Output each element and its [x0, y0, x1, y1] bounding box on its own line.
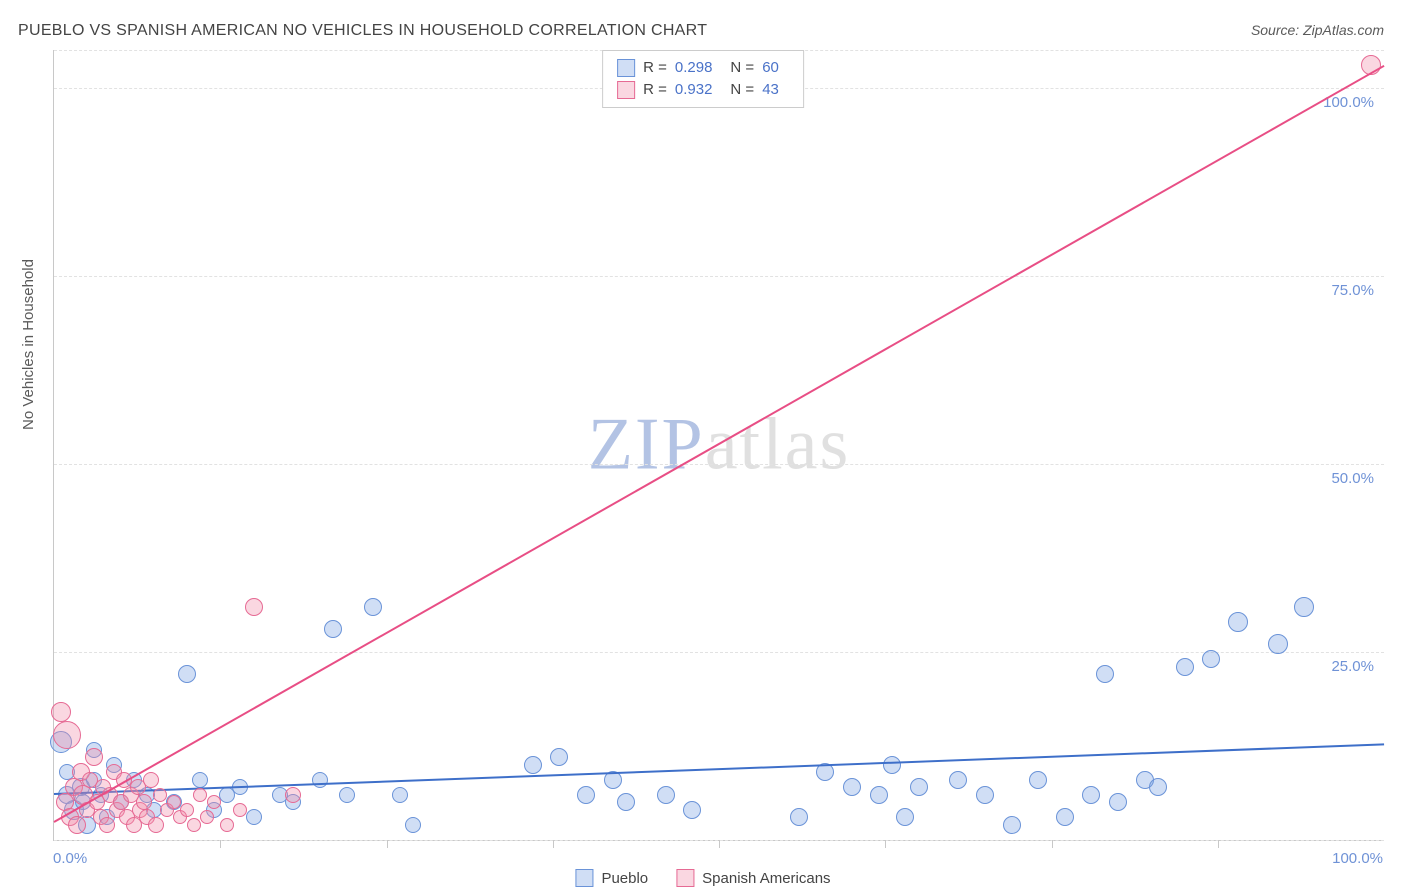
- y-axis-label: No Vehicles in Household: [20, 259, 37, 430]
- plot-area: ZIPatlas 25.0%50.0%75.0%100.0%: [53, 50, 1384, 841]
- scatter-point: [187, 818, 201, 832]
- scatter-point: [910, 778, 928, 796]
- x-tick: [1052, 840, 1053, 848]
- n-value-pueblo: 60: [762, 57, 779, 79]
- scatter-point: [790, 808, 808, 826]
- scatter-point: [143, 772, 159, 788]
- y-tick-label: 25.0%: [1331, 658, 1374, 675]
- scatter-point: [246, 809, 262, 825]
- scatter-point: [233, 803, 247, 817]
- scatter-point: [976, 786, 994, 804]
- swatch-pueblo: [575, 869, 593, 887]
- scatter-point: [1003, 816, 1021, 834]
- x-tick: [220, 840, 221, 848]
- trend-line: [54, 744, 1384, 796]
- scatter-point: [148, 817, 164, 833]
- scatter-point: [949, 771, 967, 789]
- n-value-spanish: 43: [762, 79, 779, 101]
- scatter-point: [1228, 612, 1248, 632]
- chart-container: PUEBLO VS SPANISH AMERICAN NO VEHICLES I…: [0, 0, 1406, 892]
- scatter-point: [51, 702, 71, 722]
- scatter-point: [339, 787, 355, 803]
- x-tick: [1218, 840, 1219, 848]
- scatter-point: [99, 817, 115, 833]
- swatch-spanish: [617, 81, 635, 99]
- watermark-zip: ZIP: [588, 404, 705, 486]
- scatter-point: [1149, 778, 1167, 796]
- scatter-point: [364, 598, 382, 616]
- scatter-point: [405, 817, 421, 833]
- scatter-point: [85, 748, 103, 766]
- n-label: N =: [730, 79, 754, 101]
- scatter-point: [1096, 665, 1114, 683]
- scatter-point: [193, 788, 207, 802]
- watermark-atlas: atlas: [705, 404, 851, 486]
- grid-line: [54, 652, 1384, 653]
- scatter-point: [657, 786, 675, 804]
- x-origin-label: 0.0%: [53, 850, 87, 867]
- scatter-point: [167, 795, 181, 809]
- correlation-legend: R = 0.298 N = 60 R = 0.932 N = 43: [602, 50, 804, 108]
- r-value-spanish: 0.932: [675, 79, 713, 101]
- scatter-point: [870, 786, 888, 804]
- scatter-point: [883, 756, 901, 774]
- chart-title: PUEBLO VS SPANISH AMERICAN NO VEHICLES I…: [18, 22, 707, 40]
- x-tick: [885, 840, 886, 848]
- scatter-point: [312, 772, 328, 788]
- scatter-point: [324, 620, 342, 638]
- x-max-label: 100.0%: [1332, 850, 1383, 867]
- scatter-point: [68, 816, 86, 834]
- scatter-point: [577, 786, 595, 804]
- r-label: R =: [643, 79, 667, 101]
- scatter-point: [245, 598, 263, 616]
- scatter-point: [524, 756, 542, 774]
- legend-row-spanish: R = 0.932 N = 43: [617, 79, 789, 101]
- scatter-point: [207, 795, 221, 809]
- scatter-point: [180, 803, 194, 817]
- scatter-point: [1176, 658, 1194, 676]
- n-label: N =: [730, 57, 754, 79]
- scatter-point: [1268, 634, 1288, 654]
- x-tick: [553, 840, 554, 848]
- scatter-point: [550, 748, 568, 766]
- legend-item-spanish: Spanish Americans: [676, 869, 830, 887]
- r-label: R =: [643, 57, 667, 79]
- scatter-point: [200, 810, 214, 824]
- scatter-point: [392, 787, 408, 803]
- grid-line: [54, 276, 1384, 277]
- x-tick: [387, 840, 388, 848]
- scatter-point: [1056, 808, 1074, 826]
- legend-row-pueblo: R = 0.298 N = 60: [617, 57, 789, 79]
- scatter-point: [220, 818, 234, 832]
- trend-line: [54, 65, 1385, 823]
- series-legend: Pueblo Spanish Americans: [575, 869, 830, 887]
- scatter-point: [1029, 771, 1047, 789]
- legend-label-spanish: Spanish Americans: [702, 870, 830, 887]
- scatter-point: [683, 801, 701, 819]
- y-tick-label: 75.0%: [1331, 282, 1374, 299]
- scatter-point: [178, 665, 196, 683]
- scatter-point: [1082, 786, 1100, 804]
- r-value-pueblo: 0.298: [675, 57, 713, 79]
- grid-line: [54, 464, 1384, 465]
- swatch-spanish: [676, 869, 694, 887]
- scatter-point: [53, 721, 81, 749]
- scatter-point: [1294, 597, 1314, 617]
- source-label: Source: ZipAtlas.com: [1251, 22, 1384, 38]
- scatter-point: [843, 778, 861, 796]
- scatter-point: [1109, 793, 1127, 811]
- scatter-point: [1202, 650, 1220, 668]
- y-tick-label: 50.0%: [1331, 470, 1374, 487]
- scatter-point: [617, 793, 635, 811]
- scatter-point: [896, 808, 914, 826]
- scatter-point: [192, 772, 208, 788]
- legend-label-pueblo: Pueblo: [601, 870, 648, 887]
- legend-item-pueblo: Pueblo: [575, 869, 648, 887]
- swatch-pueblo: [617, 59, 635, 77]
- x-tick: [719, 840, 720, 848]
